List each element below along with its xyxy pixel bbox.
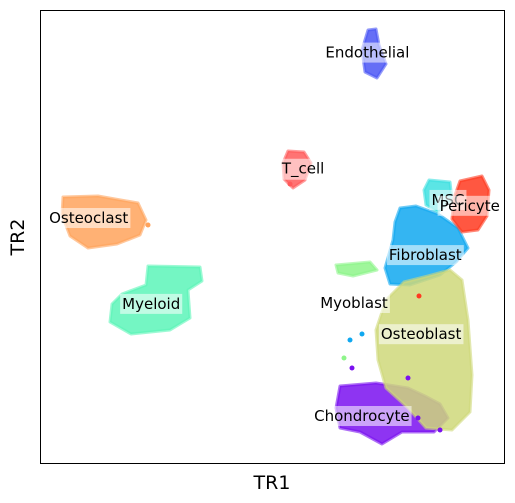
outlier-point [416,293,422,299]
outlier-point [359,331,365,337]
svg-text:Endothelial: Endothelial [325,44,409,62]
cluster-label-myeloid: Myeloid [120,293,183,314]
outlier-point [437,427,443,433]
svg-text:Fibroblast: Fibroblast [389,246,462,264]
plot-frame [40,10,505,464]
cluster-myoblast-points [334,260,379,278]
cluster-osteoblast-points [374,268,474,432]
cluster-labels: EndothelialT_cellOsteoclastMSCPericyteFi… [47,42,502,426]
y-axis-label: TR2 [7,219,29,257]
svg-text:Myeloid: Myeloid [122,295,180,313]
outlier-point [405,375,411,381]
outlier-point [145,222,151,228]
cluster-label-pericyte: Pericyte [437,195,502,216]
cluster-label-myoblast: Myoblast [318,292,390,313]
cluster-label-osteoblast: Osteoblast [378,324,464,345]
cluster-label-endothelial: Endothelial [323,42,412,63]
cluster-label-t-cell: T_cell [278,158,327,180]
x-axis-label: TR1 [253,472,291,494]
svg-text:Chondrocyte: Chondrocyte [314,407,409,425]
cluster-label-fibroblast: Fibroblast [386,245,464,266]
cluster-label-osteoclast: Osteoclast [47,208,131,229]
outlier-point [287,181,293,187]
svg-text:T_cell: T_cell [281,160,324,179]
svg-text:Myoblast: Myoblast [320,294,388,312]
svg-text:Pericyte: Pericyte [440,197,500,215]
cluster-label-chondrocyte: Chondrocyte [312,405,412,426]
outlier-point [347,337,353,343]
outlier-point [341,355,347,361]
svg-text:Osteoblast: Osteoblast [381,325,462,343]
svg-text:Osteoclast: Osteoclast [49,209,128,227]
outlier-point [415,415,421,421]
outlier-point [349,365,355,371]
scatter-points [60,27,491,446]
